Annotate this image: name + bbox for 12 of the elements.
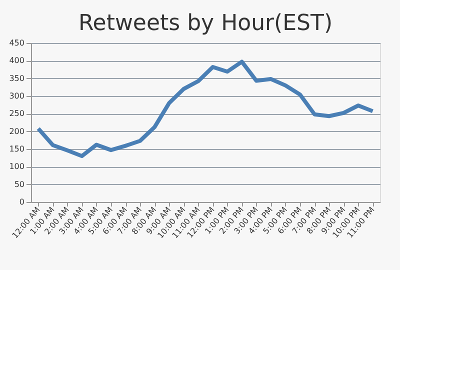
chart-title: Retweets by Hour(EST) — [78, 11, 333, 36]
y-tick-label: 350 — [9, 74, 24, 83]
y-tick-label: 100 — [9, 162, 24, 172]
y-tick-label: 450 — [9, 38, 24, 48]
y-tick-label: 50 — [14, 180, 24, 189]
y-tick-label: 300 — [9, 92, 24, 100]
y-tick-label: 200 — [9, 126, 24, 136]
y-tick-label: 250 — [9, 109, 24, 118]
y-tick-label: 150 — [9, 144, 24, 154]
y-tick-label: 400 — [9, 56, 24, 66]
y-tick-label: 0 — [19, 198, 24, 206]
line-series — [36, 60, 375, 158]
